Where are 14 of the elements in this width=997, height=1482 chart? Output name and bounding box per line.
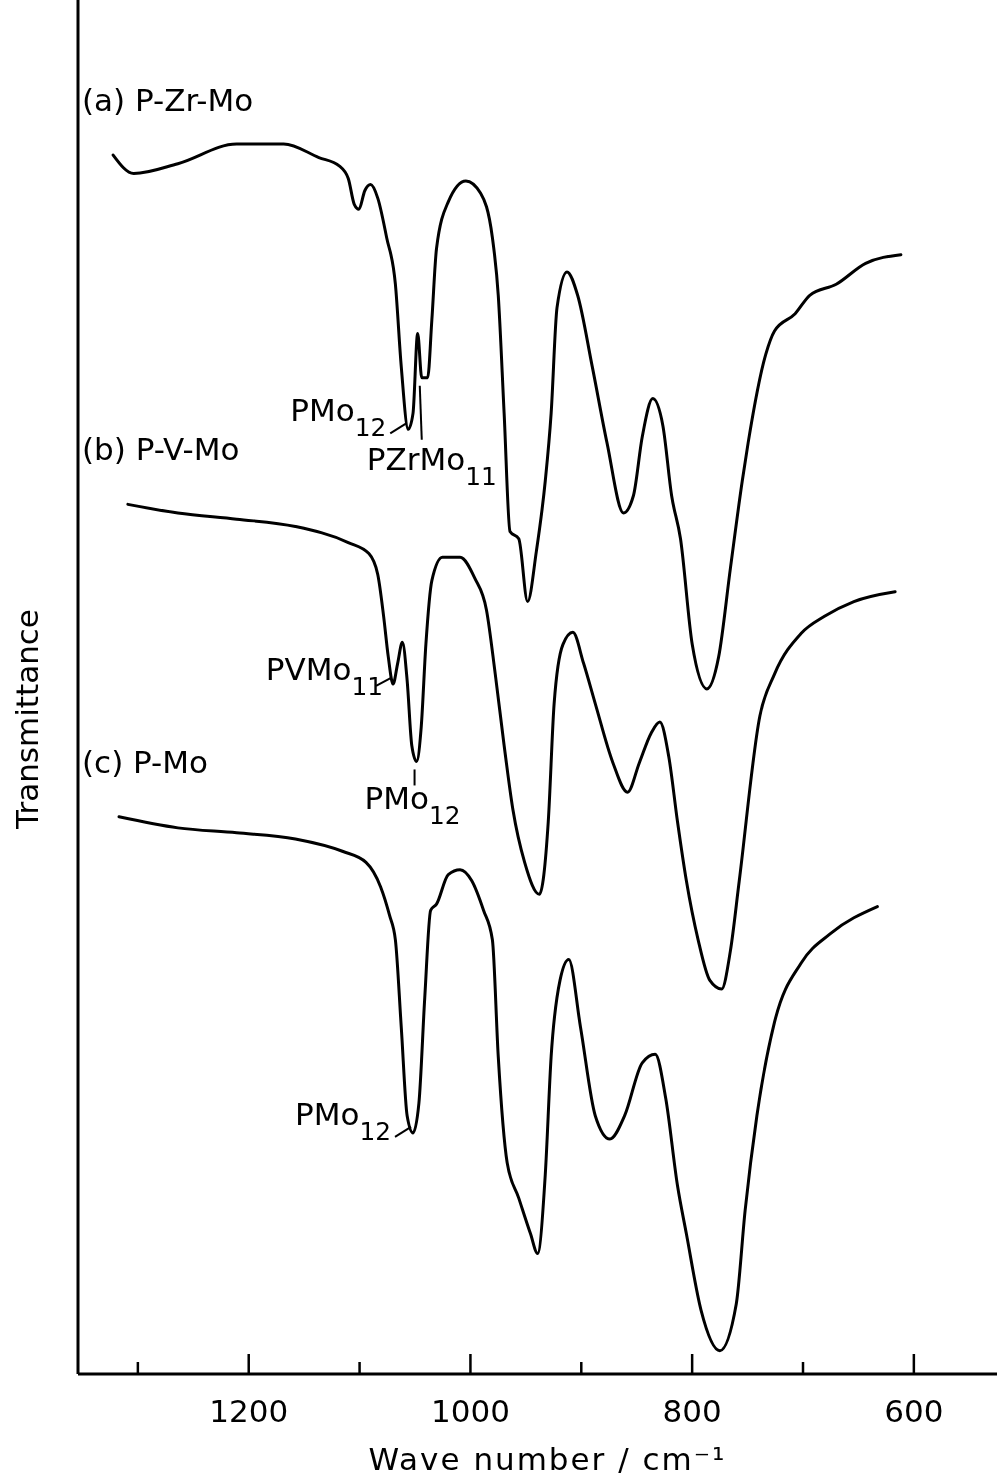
x-tick-label: 600 bbox=[884, 1393, 944, 1429]
annotation: PMo$_{12}$ bbox=[364, 780, 461, 830]
series-label: (b) P-V-Mo bbox=[82, 431, 240, 468]
series-label: (a) P-Zr-Mo bbox=[82, 82, 254, 119]
x-tick-label: 1000 bbox=[430, 1393, 510, 1429]
y-axis-title: Transmittance bbox=[9, 609, 45, 830]
series-label: (c) P-Mo bbox=[82, 743, 208, 780]
annotation: PVMo$_{11}$ bbox=[265, 650, 384, 701]
x-tick-label: 1200 bbox=[209, 1393, 289, 1429]
x-tick-label: 800 bbox=[662, 1393, 722, 1429]
annotation: PMo$_{12}$ bbox=[295, 1095, 392, 1146]
annotation: PMo$_{12}$ bbox=[290, 392, 387, 442]
x-axis-title: Wave number / cm⁻¹ bbox=[368, 1441, 727, 1477]
annotation: PZrMo$_{11}$ bbox=[366, 440, 497, 491]
